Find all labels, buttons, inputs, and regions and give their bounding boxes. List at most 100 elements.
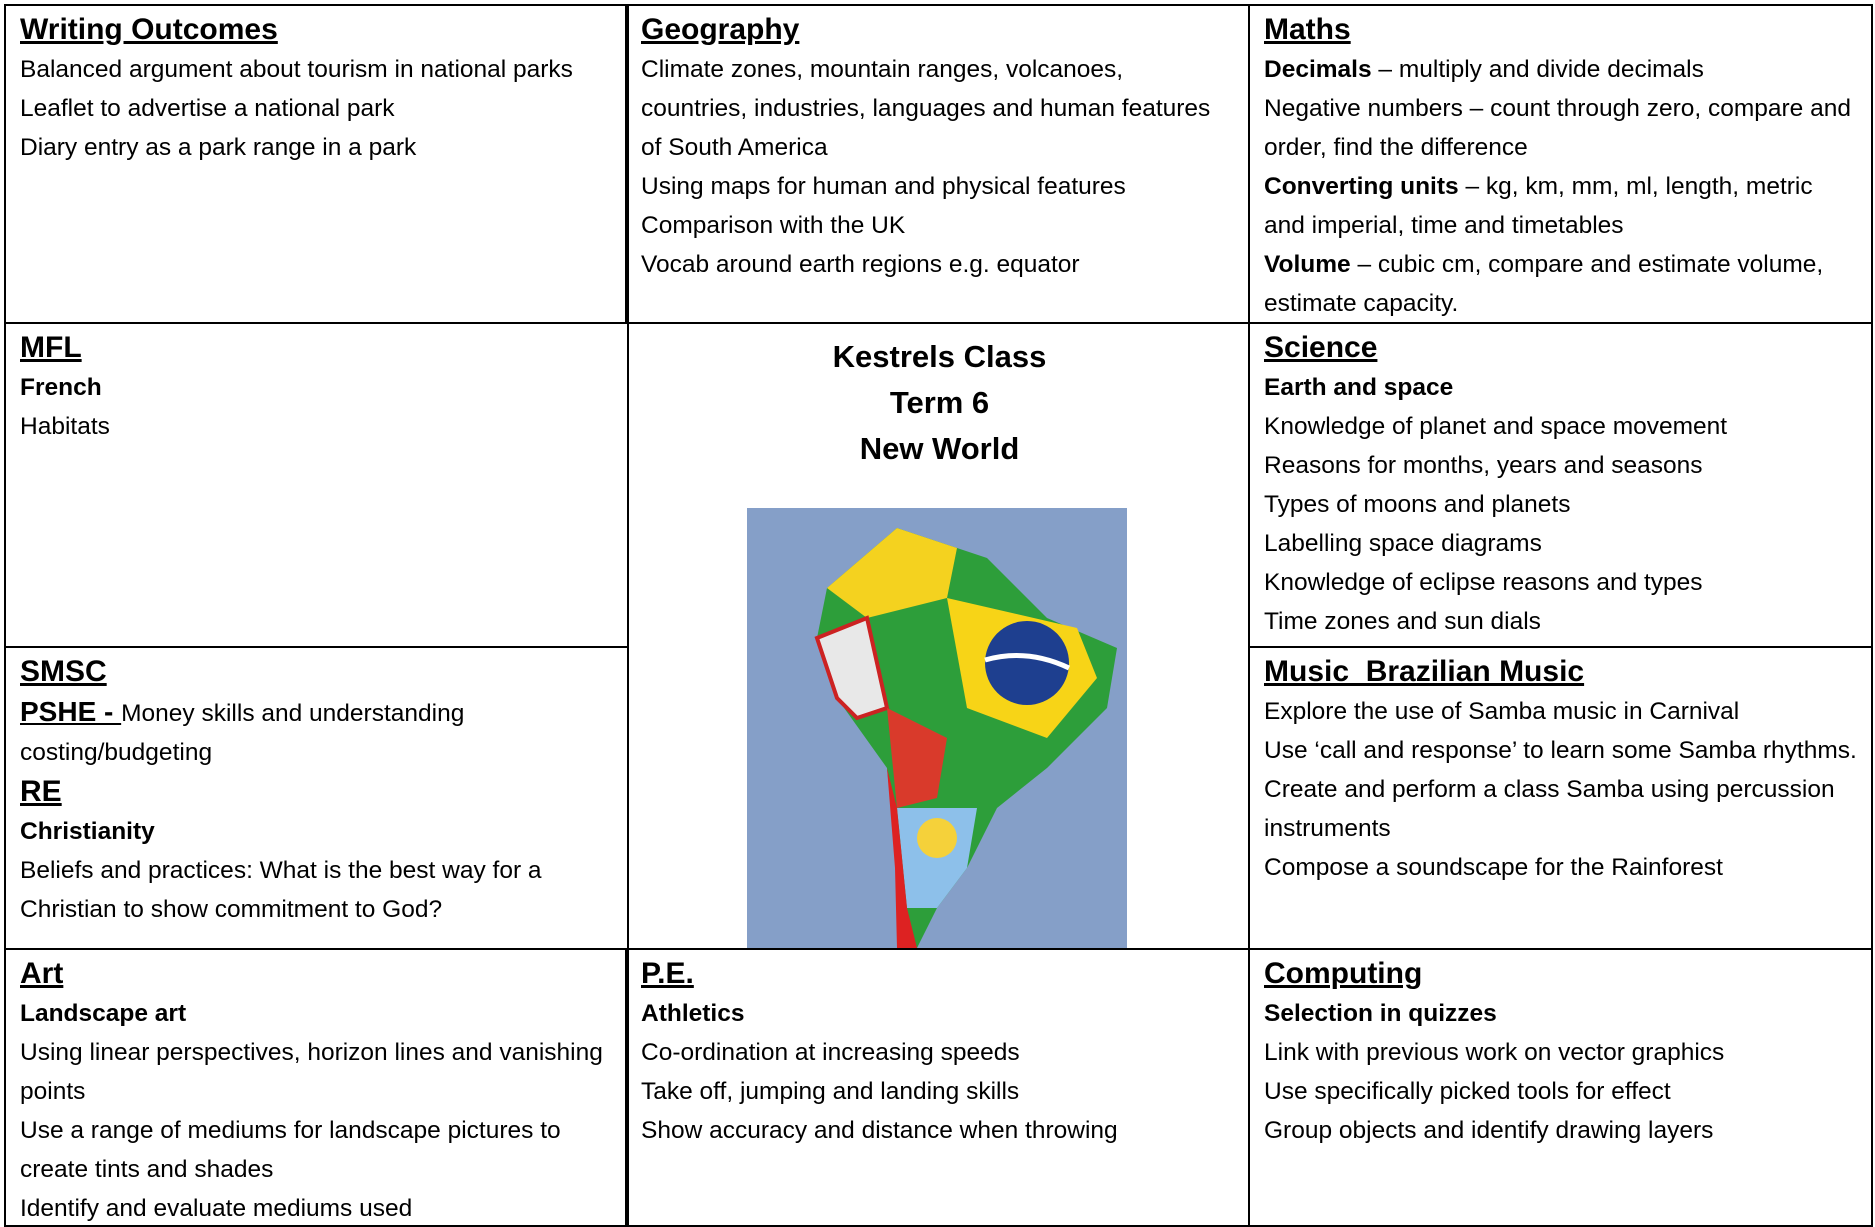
section-title: SMSC [20, 655, 107, 688]
sub-heading: RE [20, 775, 62, 808]
text-line: Leaflet to advertise a national park [20, 89, 615, 128]
body-text: Co-ordination at increasing speeds [641, 1039, 1020, 1066]
text-line: Types of moons and planets [1264, 485, 1859, 524]
body-text: Knowledge of planet and space movement [1264, 413, 1728, 440]
bold-line: French [20, 374, 102, 401]
section-cell: Art Landscape art Using linear perspective… [4, 948, 629, 1227]
section-title: Science [1264, 331, 1378, 364]
text-line: Compose a soundscape for the Rainforest [1264, 848, 1859, 887]
lead-text: Volume [1264, 251, 1351, 278]
body-text: Leaflet to advertise a national park [20, 95, 395, 122]
section-title: Music Brazilian Music [1264, 655, 1585, 688]
section-title: Art [20, 957, 64, 990]
section-title: MFL [20, 331, 82, 364]
body-text: – cubic cm, compare and estimate volume,… [1264, 251, 1824, 317]
center-line: Kestrels Class [832, 339, 1047, 374]
body-text: Types of moons and planets [1264, 491, 1571, 518]
body-text: Use specifically picked tools for effect [1264, 1078, 1671, 1105]
section-title: Writing Outcomes [20, 13, 278, 46]
south-america-map [747, 508, 1127, 948]
section-title: Computing [1264, 957, 1423, 990]
text-line: Vocab around earth regions e.g. equator [641, 245, 1236, 284]
text-line: Reasons for months, years and seasons [1264, 446, 1859, 485]
center-panel: Kestrels Class Term 6 New World [627, 322, 1250, 950]
bold-line: Landscape art [20, 1000, 187, 1027]
lead-text: Converting units [1264, 173, 1459, 200]
text-line: PSHE - Money skills and understanding co… [20, 692, 615, 772]
body-text: Explore the use of Samba music in Carniv… [1264, 698, 1740, 725]
text-line: Climate zones, mountain ranges, volcanoe… [641, 50, 1236, 167]
body-text: Create and perform a class Samba using p… [1264, 776, 1835, 842]
body-text: Use ‘call and response’ to learn some Sa… [1264, 737, 1857, 764]
text-line: Using maps for human and physical featur… [641, 167, 1236, 206]
section-cell: SMSC PSHE - Money skills and understandin… [4, 646, 629, 950]
body-text: Take off, jumping and landing skills [641, 1078, 1020, 1105]
bold-line: Earth and space [1264, 374, 1454, 401]
body-text: Balanced argument about tourism in natio… [20, 56, 573, 83]
section-title: P.E. [641, 957, 694, 990]
body-text: Use a range of mediums for landscape pic… [20, 1117, 561, 1183]
section-cell: Writing Outcomes Balanced argument about … [4, 4, 629, 324]
lead-heading: PSHE - [20, 696, 122, 727]
text-line: Co-ordination at increasing speeds [641, 1033, 1236, 1072]
section-cell: Computing Selection in quizzes Link with p… [1248, 948, 1873, 1227]
text-line: Balanced argument about tourism in natio… [20, 50, 615, 89]
text-line: Identify and evaluate mediums used [20, 1189, 615, 1225]
section-cell: Science Earth and space Knowledge of plane… [1248, 322, 1873, 648]
text-line: Group objects and identify drawing layer… [1264, 1111, 1859, 1150]
text-line: Knowledge of eclipse reasons and types [1264, 563, 1859, 602]
body-text: Vocab around earth regions e.g. equator [641, 251, 1080, 278]
body-text: Using maps for human and physical featur… [641, 173, 1126, 200]
body-text: Diary entry as a park range in a park [20, 134, 417, 161]
text-line: Use ‘call and response’ to learn some Sa… [1264, 731, 1859, 770]
body-text: Group objects and identify drawing layer… [1264, 1117, 1714, 1144]
text-line: Diary entry as a park range in a park [20, 128, 615, 167]
text-line: Use a range of mediums for landscape pic… [20, 1111, 615, 1189]
text-line: Negative numbers – count through zero, c… [1264, 89, 1859, 167]
text-line: Habitats [20, 407, 615, 446]
text-line: Volume – cubic cm, compare and estimate … [1264, 245, 1859, 322]
text-line: Time zones and sun dials [1264, 602, 1859, 641]
body-text: Money skills and understanding costing/b… [20, 700, 465, 766]
text-line: Link with previous work on vector graphi… [1264, 1033, 1859, 1072]
body-text: Labelling space diagrams [1264, 530, 1542, 557]
text-line: Decimals – multiply and divide decimals [1264, 50, 1859, 89]
section-cell: Music Brazilian Music Explore the use of … [1248, 646, 1873, 950]
lead-text: Decimals [1264, 56, 1372, 83]
bold-line: Selection in quizzes [1264, 1000, 1497, 1027]
body-text: Knowledge of eclipse reasons and types [1264, 569, 1703, 596]
section-cell: MFL French Habitats [4, 322, 629, 648]
section-title: Geography [641, 13, 800, 46]
text-line: Converting units – kg, km, mm, ml, lengt… [1264, 167, 1859, 245]
text-line: Using linear perspectives, horizon lines… [20, 1033, 615, 1111]
body-text: Beliefs and practices: What is the best … [20, 857, 542, 923]
text-line: Labelling space diagrams [1264, 524, 1859, 563]
section-cell: Geography Climate zones, mountain ranges,… [625, 4, 1250, 324]
text-line: Use specifically picked tools for effect [1264, 1072, 1859, 1111]
center-line: New World [859, 431, 1020, 466]
bold-line: Athletics [641, 1000, 745, 1027]
text-line: Show accuracy and distance when throwing [641, 1111, 1236, 1150]
body-text: Reasons for months, years and seasons [1264, 452, 1703, 479]
body-text: Comparison with the UK [641, 212, 906, 239]
text-line: Knowledge of planet and space movement [1264, 407, 1859, 446]
body-text: Identify and evaluate mediums used [20, 1195, 413, 1222]
section-cell: Maths Decimals – multiply and divide deci… [1248, 4, 1873, 324]
body-text: Compose a soundscape for the Rainforest [1264, 854, 1723, 881]
body-text: Climate zones, mountain ranges, volcanoe… [641, 56, 1211, 161]
body-text: Negative numbers – count through zero, c… [1264, 95, 1851, 161]
text-line: Comparison with the UK [641, 206, 1236, 245]
body-text: Show accuracy and distance when throwing [641, 1117, 1118, 1144]
body-text: – kg, km, mm, ml, length, metric and imp… [1264, 173, 1813, 239]
body-text: – multiply and divide decimals [1371, 56, 1704, 83]
text-line: Explore the use of Samba music in Carniv… [1264, 692, 1859, 731]
body-text: Habitats [20, 413, 110, 440]
center-line: Term 6 [889, 385, 990, 420]
body-text: Link with previous work on vector graphi… [1264, 1039, 1725, 1066]
text-line: Beliefs and practices: What is the best … [20, 851, 615, 929]
section-title: Maths [1264, 13, 1351, 46]
body-text: Time zones and sun dials [1264, 608, 1541, 635]
text-line: Create and perform a class Samba using p… [1264, 770, 1859, 848]
section-cell: P.E. Athletics Co-ordination at increasing… [625, 948, 1250, 1227]
